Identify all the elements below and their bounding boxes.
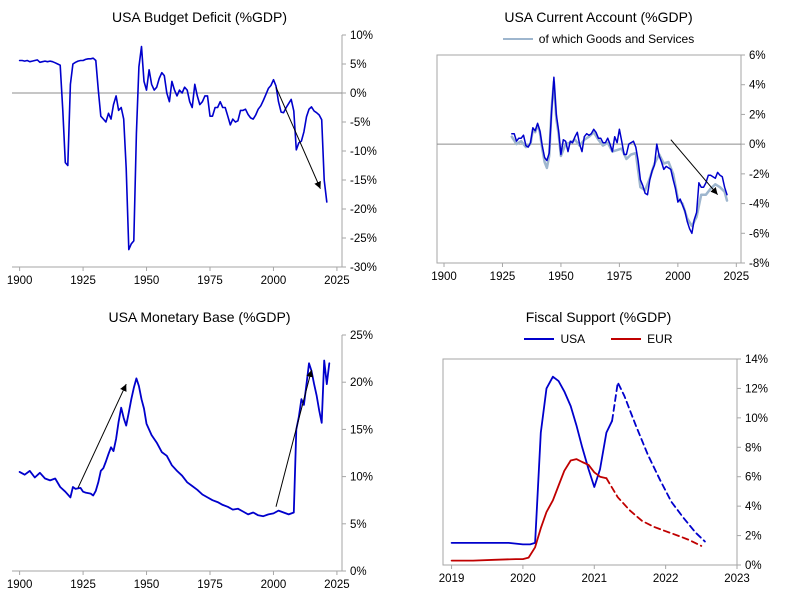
- y-tick-label: 14%: [745, 354, 768, 366]
- x-tick-label: 1975: [197, 579, 223, 591]
- y-tick-label: 8%: [745, 442, 762, 454]
- x-tick-label: 1900: [6, 275, 32, 287]
- y-tick-label: 5%: [350, 59, 367, 71]
- y-tick-label: 2%: [745, 531, 762, 543]
- x-tick-label: 1950: [548, 271, 574, 283]
- x-tick-label: 2025: [723, 271, 749, 283]
- y-tick-label: 10%: [350, 30, 373, 42]
- y-tick-label: 0%: [745, 560, 762, 572]
- x-tick-label: 2022: [652, 573, 678, 585]
- y-tick-label: 0%: [350, 566, 367, 578]
- fiscal-support-panel: Fiscal Support (%GDP) USA EUR 14% 12% 10% 8%…: [399, 300, 798, 601]
- annotation-arrow: [275, 369, 313, 507]
- x-tick-label: 1950: [133, 579, 159, 591]
- x-tick-label: 1950: [133, 275, 159, 287]
- y-tick-label: 10%: [745, 413, 768, 425]
- x-tick-label: 1900: [431, 271, 457, 283]
- budget-deficit-panel: USA Budget Deficit (%GDP) 10% 5% 0% -5% -10%…: [0, 0, 399, 300]
- series-eur-projection: [604, 477, 702, 547]
- legend-line-icon: [524, 338, 555, 340]
- x-tick-label: 2025: [324, 579, 350, 591]
- series-eur-actual: [450, 458, 607, 562]
- series-budget-deficit: [18, 45, 328, 251]
- budget-deficit-title: USA Budget Deficit (%GDP): [111, 9, 288, 25]
- y-tick-label: 10%: [350, 472, 373, 484]
- y-tick-label: 4%: [749, 80, 766, 92]
- y-tick-label: 0%: [749, 139, 766, 151]
- fiscal-support-chart-canvas: 14% 12% 10% 8% 6% 4% 2% 0% 2019 2020 2021 2022 2023: [438, 354, 768, 585]
- y-tick-label: 25%: [350, 330, 373, 342]
- current-account-chart-canvas: 6% 4% 2% 0% -2% -4% -6% -8% 1900 1925 1950 1975 2000…: [431, 50, 769, 283]
- legend-item: of which Goods and Services: [502, 32, 695, 46]
- monetary-base-chart-canvas: 25% 20% 15% 10% 5% 0% 1900 1925 1950 1975 2000 2025: [6, 330, 373, 591]
- x-tick-label: 1925: [489, 271, 515, 283]
- current-account-panel: USA Current Account (%GDP) of which Good…: [399, 0, 798, 300]
- x-tick-label: 2025: [324, 275, 350, 287]
- series-usa-projection: [610, 381, 706, 543]
- y-tick-label: 20%: [350, 377, 373, 389]
- legend-item: EUR: [611, 332, 673, 346]
- x-tick-label: 2019: [438, 573, 464, 585]
- y-tick-label: 4%: [745, 501, 762, 513]
- y-tick-label: 6%: [745, 472, 762, 484]
- legend-label: EUR: [647, 332, 673, 346]
- monetary-base-panel: USA Monetary Base (%GDP) 25% 20% 15% 10% 5% 0…: [0, 300, 399, 601]
- plot-border: [442, 358, 737, 566]
- series-monetary-base: [18, 359, 330, 518]
- x-tick-label: 2000: [260, 275, 286, 287]
- y-tick-label: -15%: [350, 175, 377, 187]
- y-tick-label: -8%: [749, 258, 769, 270]
- y-tick-label: -4%: [749, 199, 769, 211]
- series-usa-actual: [450, 375, 613, 546]
- x-tick-label: 2000: [260, 579, 286, 591]
- x-tick-label: 1975: [606, 271, 632, 283]
- series-current-account-total: [510, 76, 728, 235]
- x-tick-label: 1925: [70, 275, 96, 287]
- x-tick-label: 1900: [6, 579, 32, 591]
- x-tick-label: 1975: [197, 275, 223, 287]
- x-tick-label: 2021: [581, 573, 607, 585]
- monetary-base-title: USA Monetary Base (%GDP): [108, 309, 291, 325]
- budget-deficit-chart-canvas: 10% 5% 0% -5% -10% -15% -20% -25% -30% 1900 1925 19…: [6, 30, 377, 287]
- y-tick-label: 5%: [350, 519, 367, 531]
- x-tick-label: 2000: [665, 271, 691, 283]
- annotation-arrow: [77, 383, 127, 489]
- current-account-legend: of which Goods and Services: [502, 29, 695, 49]
- y-tick-label: 15%: [350, 424, 373, 436]
- x-tick-label: 2020: [510, 573, 536, 585]
- y-tick-label: -25%: [350, 233, 377, 245]
- legend-label: USA: [560, 332, 586, 346]
- annotation-arrow: [275, 86, 321, 189]
- x-tick-label: 1925: [70, 579, 96, 591]
- plot-border: [436, 54, 741, 264]
- legend-line-icon: [611, 338, 642, 340]
- current-account-title: USA Current Account (%GDP): [504, 9, 693, 25]
- y-tick-label: -30%: [350, 262, 377, 274]
- x-tick-label: 2023: [724, 573, 750, 585]
- legend-item: USA: [524, 332, 585, 346]
- y-tick-label: 12%: [745, 383, 768, 395]
- fiscal-support-legend: USA EUR: [524, 329, 673, 349]
- legend-line-icon: [502, 38, 533, 40]
- y-tick-label: -5%: [350, 117, 370, 129]
- y-tick-label: -20%: [350, 204, 377, 216]
- y-tick-label: -2%: [749, 169, 769, 181]
- fiscal-support-title: Fiscal Support (%GDP): [525, 309, 672, 325]
- y-tick-label: 6%: [749, 50, 766, 62]
- annotation-arrow: [669, 139, 718, 195]
- y-tick-label: 0%: [350, 88, 367, 100]
- legend-label: of which Goods and Services: [538, 32, 695, 46]
- y-tick-label: 2%: [749, 109, 766, 121]
- y-tick-label: -6%: [749, 228, 769, 240]
- y-tick-label: -10%: [350, 146, 377, 158]
